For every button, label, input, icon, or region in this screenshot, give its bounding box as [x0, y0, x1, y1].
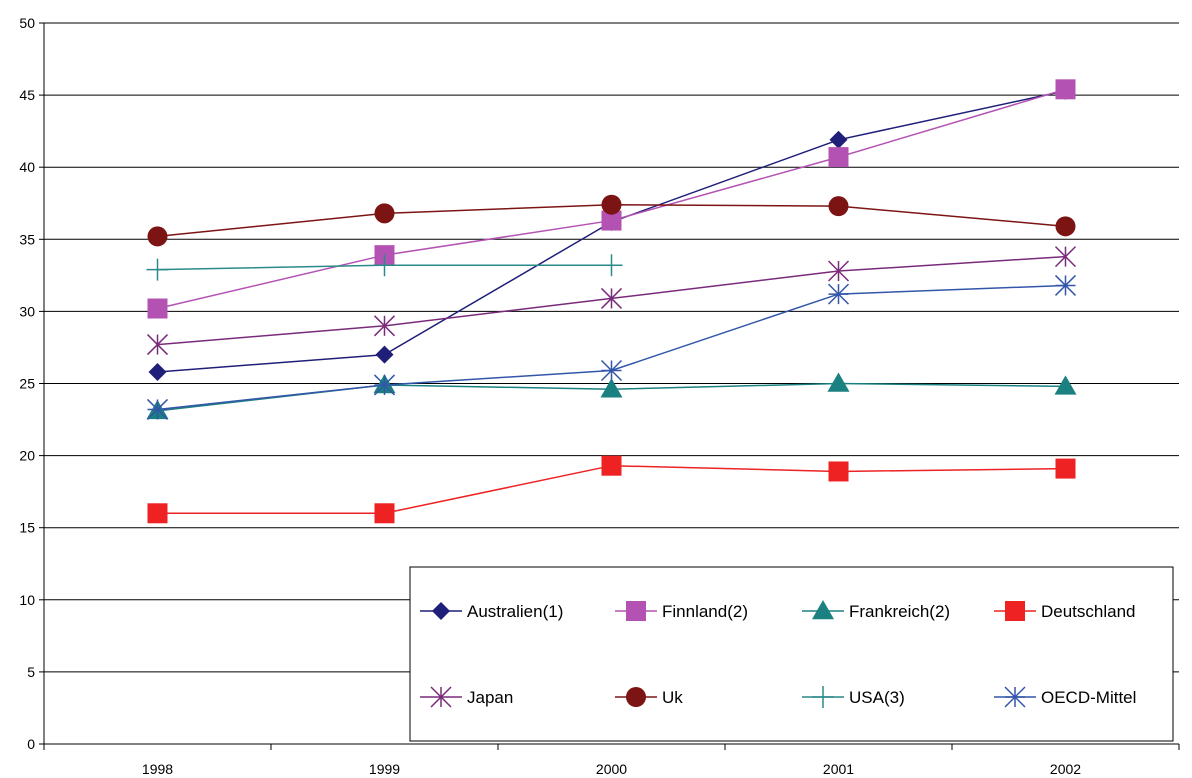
legend-swatch-marker	[1005, 601, 1025, 621]
legend-swatch-marker	[626, 601, 646, 621]
data-point-oecd-mittel	[373, 374, 396, 396]
y-tick-label: 5	[27, 664, 35, 680]
legend-item-australien-1: Australien(1)	[420, 602, 563, 621]
data-point-oecd-mittel	[1054, 274, 1077, 296]
x-tick-label: 1998	[142, 761, 173, 777]
data-point-japan	[146, 334, 169, 356]
legend: Australien(1) Finnland(2) Frankreich(2) Deu…	[409, 566, 1174, 742]
y-tick-label: 25	[19, 376, 35, 392]
legend-item-uk: Uk	[615, 687, 683, 707]
legend-box	[409, 566, 1174, 742]
data-point-deutschland	[374, 503, 395, 524]
data-point-frankreich-2	[827, 372, 850, 392]
data-point-uk	[1055, 216, 1076, 237]
data-point-australien-1	[375, 345, 394, 364]
data-point-deutschland	[828, 461, 849, 482]
legend-label: Deutschland	[1041, 602, 1136, 621]
legend-swatch-marker	[1004, 686, 1026, 708]
y-tick-label: 20	[19, 448, 35, 464]
series-line-australien-1	[157, 90, 1066, 373]
legend-swatch-marker	[812, 600, 834, 620]
data-point-japan	[600, 287, 623, 309]
data-point-japan	[1054, 246, 1077, 268]
legend-item-frankreich-2: Frankreich(2)	[802, 600, 950, 621]
data-point-australien-1	[148, 362, 167, 381]
legend-swatch-marker	[626, 687, 646, 707]
legend-label: OECD-Mittel	[1041, 688, 1136, 707]
data-point-deutschland	[601, 455, 622, 476]
y-tick-label: 50	[19, 15, 35, 31]
y-tick-label: 15	[19, 520, 35, 536]
data-point-deutschland	[1055, 458, 1076, 479]
data-point-australien-1	[829, 130, 848, 149]
data-point-usa-3	[600, 254, 623, 277]
legend-item-deutschland: Deutschland	[994, 601, 1136, 621]
data-point-uk	[374, 203, 395, 224]
legend-item-japan: Japan	[420, 686, 513, 708]
legend-label: USA(3)	[849, 688, 905, 707]
y-tick-label: 40	[19, 159, 35, 175]
data-point-oecd-mittel	[146, 398, 169, 420]
legend-item-finnland-2: Finnland(2)	[615, 601, 748, 621]
x-tick-label: 2001	[823, 761, 854, 777]
legend-item-oecd-mittel: OECD-Mittel	[994, 686, 1136, 708]
y-tick-label: 10	[19, 592, 35, 608]
data-point-uk	[147, 226, 168, 247]
x-tick-label: 1999	[369, 761, 400, 777]
y-tick-label: 0	[27, 736, 35, 752]
y-axis-ticks: 0 5 10 15 20 25 30 35 40 45 50	[19, 15, 44, 752]
data-point-deutschland	[147, 503, 168, 524]
legend-label: Uk	[662, 688, 683, 707]
data-point-japan	[373, 315, 396, 337]
legend-label: Finnland(2)	[662, 602, 748, 621]
data-point-finnland-2	[147, 298, 168, 319]
data-point-uk	[828, 196, 849, 217]
data-point-usa-3	[373, 254, 396, 277]
x-tick-label: 2002	[1050, 761, 1081, 777]
y-tick-label: 45	[19, 87, 35, 103]
data-point-japan	[827, 260, 850, 282]
data-point-finnland-2	[828, 147, 849, 168]
data-point-uk	[601, 194, 622, 215]
y-tick-label: 30	[19, 303, 35, 319]
data-point-oecd-mittel	[827, 283, 850, 305]
legend-label: Japan	[467, 688, 513, 707]
data-point-oecd-mittel	[600, 359, 623, 382]
x-tick-label: 2000	[596, 761, 627, 777]
legend-label: Frankreich(2)	[849, 602, 950, 621]
y-tick-label: 35	[19, 231, 35, 247]
legend-swatch-marker	[812, 686, 834, 708]
series-markers	[146, 79, 1077, 524]
legend-item-usa-3: USA(3)	[802, 686, 905, 708]
data-point-finnland-2	[601, 210, 622, 231]
data-point-frankreich-2	[600, 378, 623, 398]
data-point-usa-3	[146, 258, 169, 281]
legend-label: Australien(1)	[467, 602, 563, 621]
x-axis-ticks: 1998 1999 2000 2001 2002	[43, 744, 1180, 777]
legend-swatch-marker	[430, 686, 452, 708]
legend-swatch-marker	[432, 602, 450, 620]
data-point-finnland-2	[1055, 79, 1076, 100]
data-point-frankreich-2	[1054, 375, 1077, 395]
